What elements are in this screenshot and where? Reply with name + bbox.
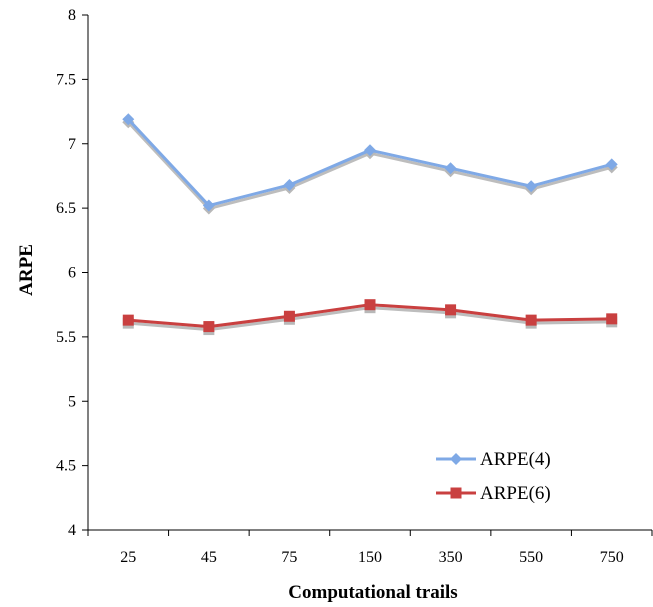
legend-item-2: ARPE(6) [436,483,551,504]
data-point [122,314,134,326]
series-layer [122,113,618,336]
x-tick-label: 45 [201,549,217,566]
series-1 [122,113,618,215]
data-point [122,113,135,126]
data-point [203,321,215,333]
y-tick-label: 4 [68,522,76,539]
data-point [525,180,538,193]
y-tick-label: 5.5 [56,329,76,346]
x-tick-label: 550 [519,549,543,566]
y-tick-label: 7.5 [56,71,76,88]
legend: ARPE(4) ARPE(6) [436,449,551,504]
series-line [127,118,613,208]
x-tick-label: 75 [281,549,297,566]
data-point [283,310,295,322]
data-point [605,158,618,171]
x-tick-label: 150 [358,549,382,566]
y-tick-label: 7 [68,136,76,153]
y-tick-label: 8 [68,7,76,24]
x-tick-label: 750 [600,549,624,566]
data-point [364,299,376,311]
data-point [364,144,376,157]
x-axis-title: Computational trails [288,582,457,603]
legend-marker [450,453,462,465]
legend-label: ARPE(4) [480,449,551,470]
x-tick-label: 25 [120,549,136,566]
data-point [445,304,457,316]
legend-label: ARPE(6) [480,483,551,504]
data-point [444,162,457,175]
series-2 [122,299,618,336]
legend-marker [450,487,462,499]
data-point [525,314,537,326]
data-point [202,199,215,212]
y-tick-label: 4.5 [56,458,76,475]
axes: 4 4.5 5 5.5 6 6.5 7 7.5 8 25 45 75 150 350 550 750 [56,7,653,566]
y-tick-label: 6.5 [56,200,76,217]
x-tick-label: 350 [439,549,463,566]
data-point [283,178,296,191]
y-tick-label: 5 [68,393,76,410]
legend-item-1: ARPE(4) [436,449,551,470]
data-point [606,313,618,325]
y-tick-label: 6 [68,265,76,282]
y-axis-title: ARPE [16,244,37,296]
